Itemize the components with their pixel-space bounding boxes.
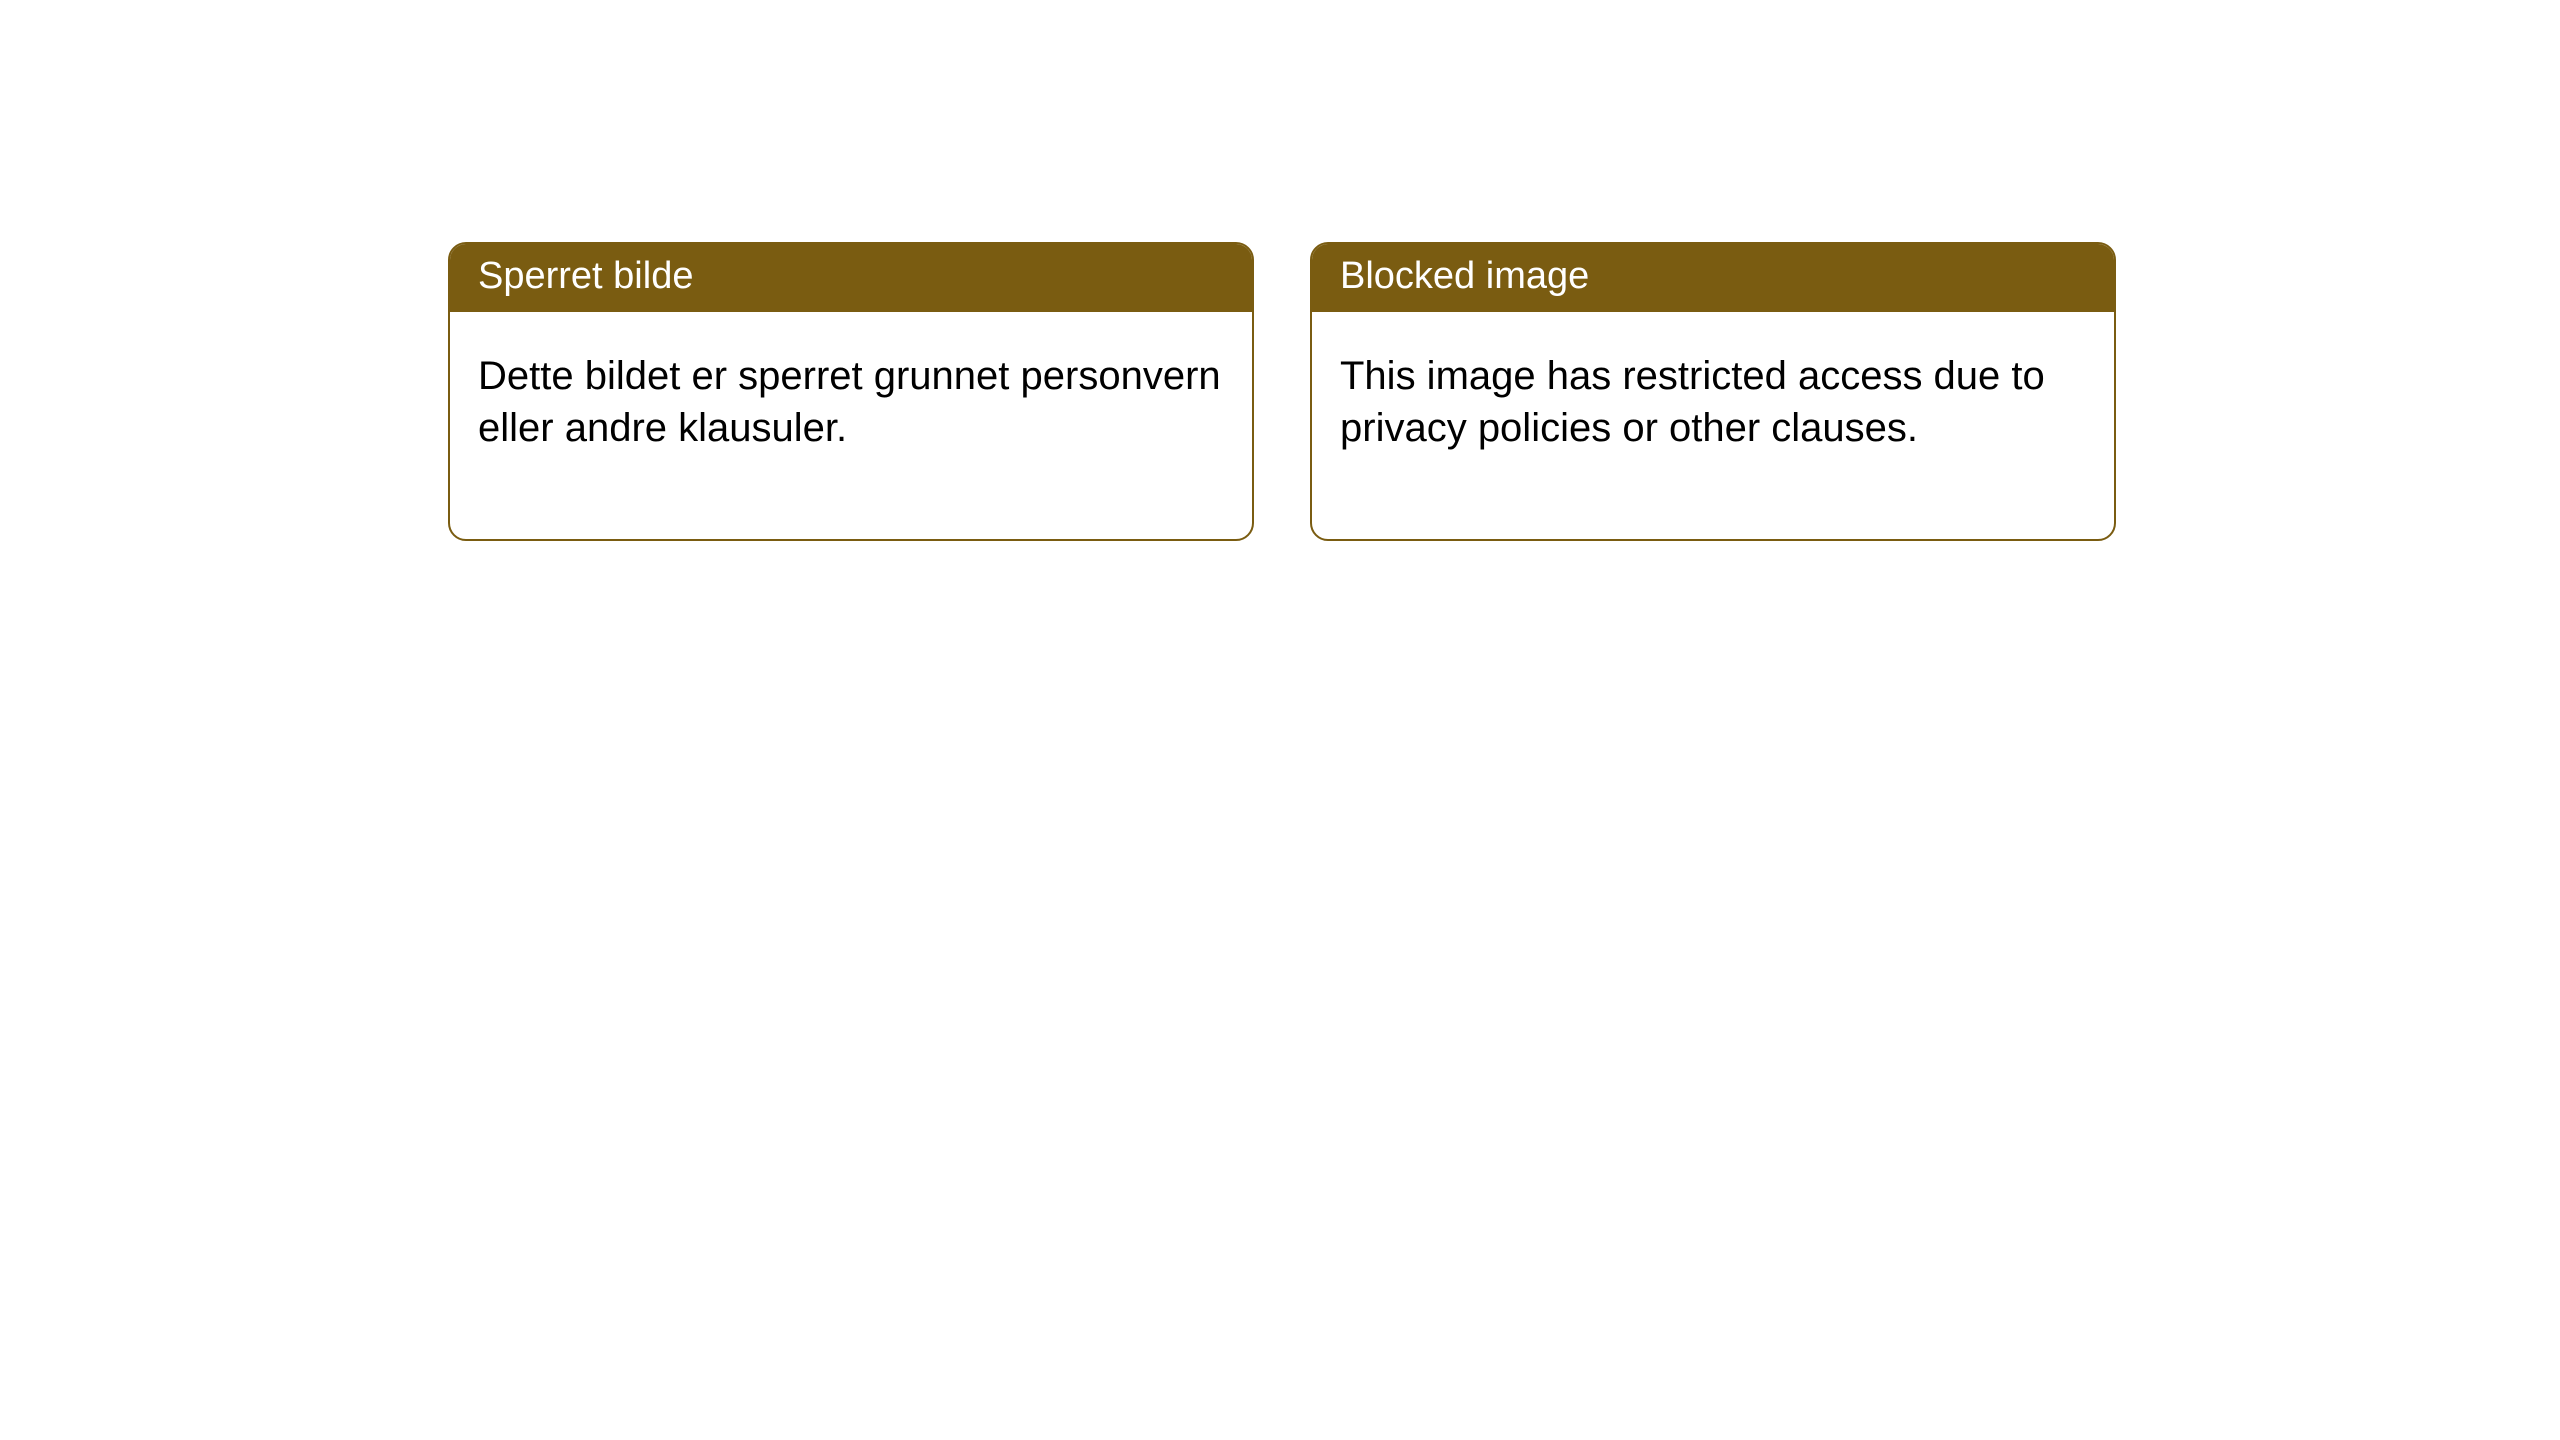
- notice-title: Blocked image: [1312, 244, 2114, 312]
- notice-card-norwegian: Sperret bilde Dette bildet er sperret gr…: [448, 242, 1254, 541]
- notice-card-english: Blocked image This image has restricted …: [1310, 242, 2116, 541]
- notice-title: Sperret bilde: [450, 244, 1252, 312]
- notice-container: Sperret bilde Dette bildet er sperret gr…: [0, 0, 2560, 541]
- notice-body: This image has restricted access due to …: [1312, 312, 2114, 540]
- notice-body: Dette bildet er sperret grunnet personve…: [450, 312, 1252, 540]
